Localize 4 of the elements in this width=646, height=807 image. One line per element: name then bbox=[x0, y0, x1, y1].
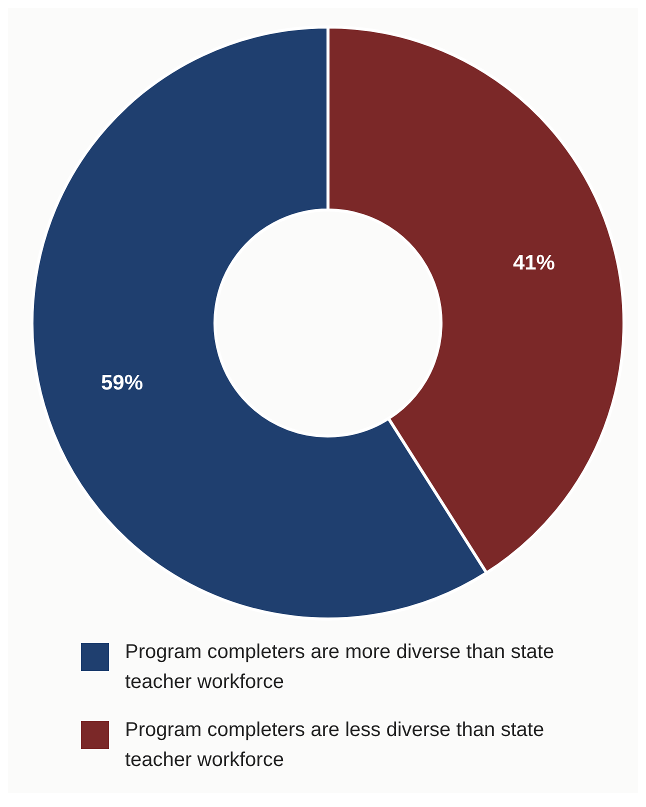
legend-label: Program completers are more diverse than state teacher workforce bbox=[125, 640, 556, 695]
data-label: 41% bbox=[512, 252, 556, 275]
legend-label: Program completers are less diverse than state teacher workforce bbox=[125, 718, 546, 773]
data-label: 59% bbox=[101, 371, 144, 394]
